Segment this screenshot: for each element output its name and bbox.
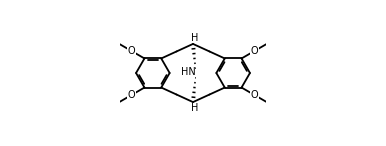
Text: O: O bbox=[127, 46, 135, 56]
Text: O: O bbox=[251, 46, 259, 56]
Text: HN: HN bbox=[181, 67, 195, 77]
Text: O: O bbox=[251, 90, 259, 100]
Text: H: H bbox=[191, 33, 198, 43]
Text: O: O bbox=[127, 90, 135, 100]
Text: H: H bbox=[191, 103, 198, 113]
